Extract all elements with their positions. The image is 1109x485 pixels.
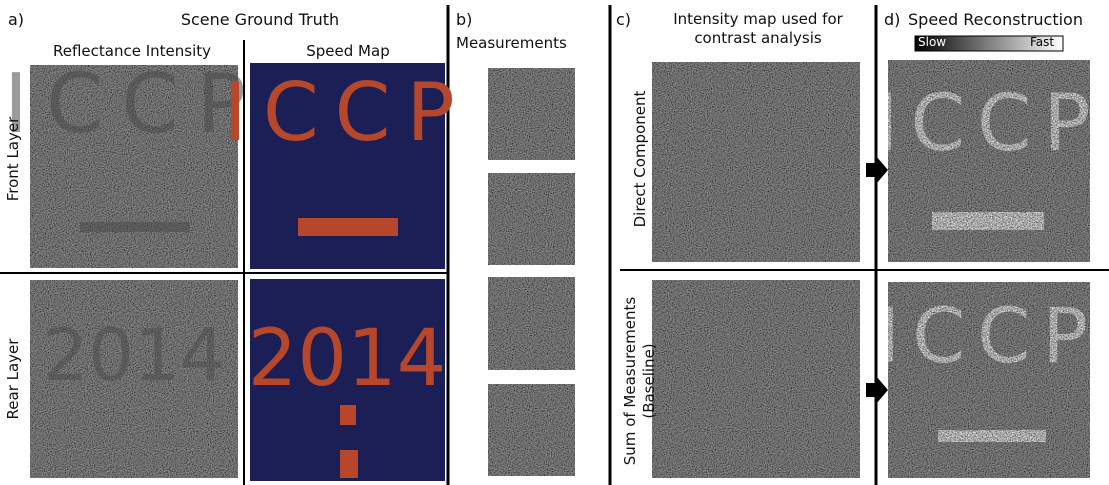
- panel-label: d): [884, 10, 900, 29]
- image-bar: [298, 218, 398, 236]
- panel-label: b): [456, 10, 472, 29]
- baseline-image: [652, 280, 860, 478]
- figure-graphics: ICCP 2014 ICCP 2014 ICCP ICCP: [0, 0, 1109, 485]
- row-label: Front Layer: [4, 104, 22, 214]
- image-letters: ICCP: [223, 66, 471, 159]
- measurement-image: [488, 384, 575, 476]
- figure: ICCP 2014 ICCP 2014 ICCP ICCP a) Scene G…: [0, 0, 1109, 485]
- column-header: Speed Map: [248, 42, 448, 60]
- measurement-image: [488, 277, 575, 370]
- measurement-image: [488, 173, 575, 265]
- image-letters: 2014: [248, 314, 447, 404]
- panel-title: Scene Ground Truth: [150, 10, 370, 29]
- image-letters: ICCP: [878, 291, 1100, 380]
- panel-label: c): [616, 10, 631, 29]
- image-letters: 2014: [42, 313, 225, 397]
- row-label: Sum of Measurements (Baseline): [621, 281, 659, 481]
- panel-title: Measurements: [456, 34, 567, 52]
- colorbar-label: Slow: [918, 35, 946, 49]
- image-letters: ICCP: [876, 79, 1103, 169]
- panel-label: a): [8, 10, 24, 29]
- arrow: [866, 376, 888, 404]
- image-bar: [340, 450, 358, 478]
- column-header: Reflectance Intensity: [20, 42, 244, 60]
- measurement-image: [488, 68, 575, 160]
- colorbar-label: Fast: [1030, 35, 1054, 49]
- panel-title: Speed Reconstruction: [908, 10, 1083, 29]
- image-bar: [80, 222, 190, 232]
- panel-title: Intensity map used for contrast analysis: [652, 10, 864, 48]
- row-label: Direct Component: [631, 84, 649, 234]
- direct-component-image: [652, 62, 860, 262]
- image-bar: [340, 405, 356, 425]
- row-label: Rear Layer: [4, 324, 22, 434]
